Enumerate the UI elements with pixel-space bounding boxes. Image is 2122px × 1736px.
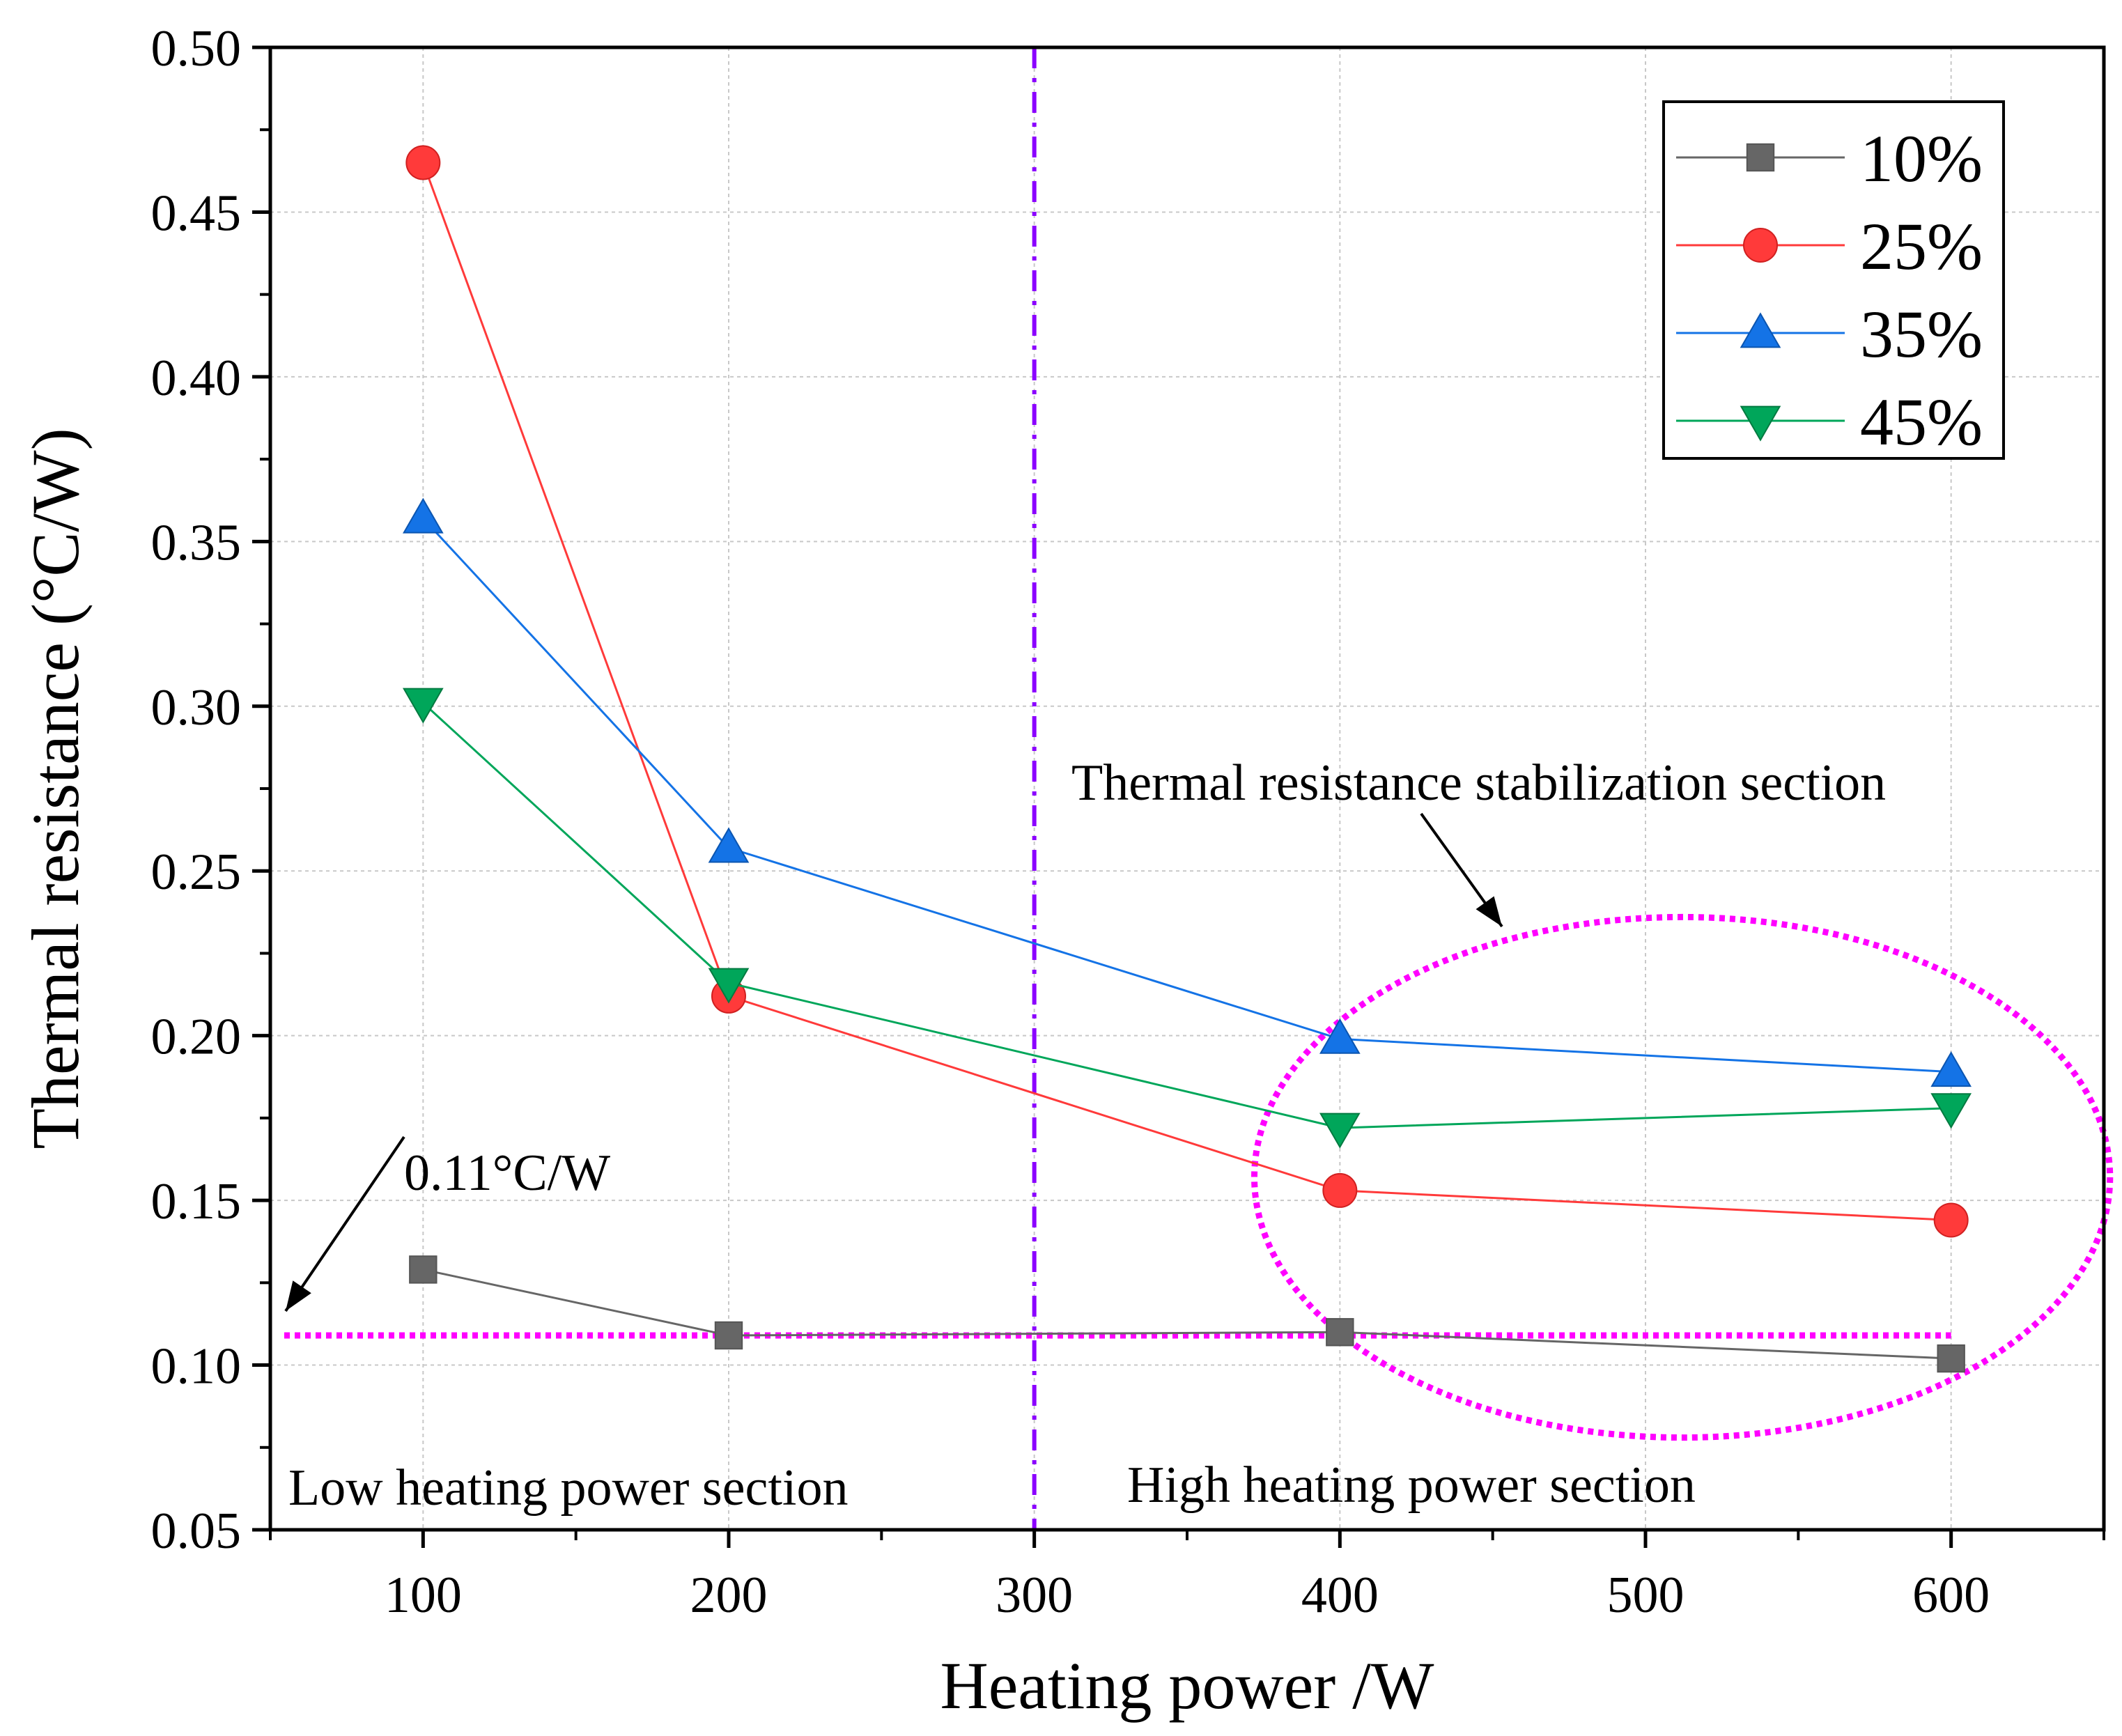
data-point-35: [403, 497, 444, 534]
series-35: [403, 497, 1972, 1087]
data-point-25: [405, 145, 441, 180]
x-tick-label: 400: [1301, 1567, 1379, 1624]
y-tick-label: 0.25: [151, 844, 242, 901]
legend-label-25: 25%: [1860, 209, 1983, 284]
stabilization-arrow: [1420, 812, 1503, 928]
data-point-45: [708, 968, 750, 1004]
legend-marker-35: [1740, 312, 1781, 348]
legend-marker-25: [1743, 228, 1778, 263]
stabilization-label: Thermal resistance stabilization section: [1071, 754, 1886, 812]
series-10: [409, 1255, 1965, 1373]
low-section-label: Low heating power section: [288, 1459, 849, 1517]
data-point-10: [1326, 1318, 1354, 1347]
data-point-10: [714, 1321, 743, 1350]
legend-item-45: 45%: [1676, 385, 1983, 459]
x-tick-label: 100: [385, 1567, 462, 1624]
legend-box: [1662, 100, 2005, 460]
y-tick-label: 0.30: [151, 679, 242, 736]
threshold-arrow-head: [286, 1280, 311, 1311]
x-tick-label: 300: [996, 1567, 1073, 1624]
legend-marker-45: [1740, 405, 1781, 442]
data-point-10: [409, 1255, 437, 1284]
series-line-35: [422, 518, 1951, 1074]
y-tick-label: 0.20: [151, 1009, 242, 1066]
legend-label-10: 10%: [1860, 121, 1983, 196]
legend-marker-10: [1746, 143, 1775, 172]
threshold-label: 0.11°C/W: [404, 1145, 610, 1202]
stabilization-ellipse: [1251, 913, 2114, 1441]
legend-item-35: 35%: [1676, 297, 1983, 371]
reference-lines: [284, 47, 2114, 1530]
y-tick-label: 0.15: [151, 1173, 242, 1230]
series-line-25: [421, 162, 1951, 1221]
y-axis-title: Thermal resistance (°C/W): [18, 428, 93, 1149]
y-tick-label: 0.10: [151, 1338, 242, 1395]
data-point-45: [403, 688, 444, 724]
legend-label-45: 45%: [1860, 385, 1983, 459]
annotation-arrows: [284, 812, 1503, 1312]
legend-label-35: 35%: [1860, 297, 1983, 371]
data-point-10: [1937, 1344, 1965, 1373]
data-point-35: [1319, 1018, 1361, 1054]
legend: 10% 25% 35% 45%: [1662, 100, 2005, 460]
x-tick-label: 500: [1607, 1567, 1685, 1624]
series-line-45: [422, 702, 1951, 1129]
threshold-arrow: [284, 1136, 405, 1312]
data-point-45: [1930, 1093, 1972, 1129]
legend-item-25: 25%: [1676, 209, 1983, 284]
y-tick-label: 0.50: [151, 20, 242, 77]
data-point-35: [1930, 1051, 1972, 1087]
y-tick-label: 0.40: [151, 350, 242, 407]
threshold-arrow-shaft: [284, 1136, 405, 1312]
y-tick-label: 0.35: [151, 514, 242, 571]
stabilization-arrow-head: [1476, 896, 1502, 927]
x-axis-title: Heating power /W: [940, 1648, 1434, 1723]
legend-item-10: 10%: [1676, 121, 1983, 196]
series-45: [403, 688, 1972, 1149]
x-tick-label: 200: [690, 1567, 768, 1624]
y-tick-label: 0.05: [151, 1503, 242, 1560]
plot-frame: [268, 45, 2106, 1532]
series-group: [403, 145, 1972, 1373]
data-point-25: [1322, 1172, 1358, 1208]
data-point-25: [1933, 1202, 1969, 1238]
data-point-45: [1319, 1113, 1361, 1149]
tick-labels: 100 200 300 400 500 600 0.05 0.10 0.15 0.20 0.25 0.…: [151, 20, 1990, 1624]
data-point-35: [708, 827, 750, 863]
high-section-label: High heating power section: [1127, 1457, 1696, 1514]
series-line-10: [423, 1268, 1951, 1360]
x-tick-label: 600: [1912, 1567, 1990, 1624]
y-tick-label: 0.45: [151, 185, 242, 242]
